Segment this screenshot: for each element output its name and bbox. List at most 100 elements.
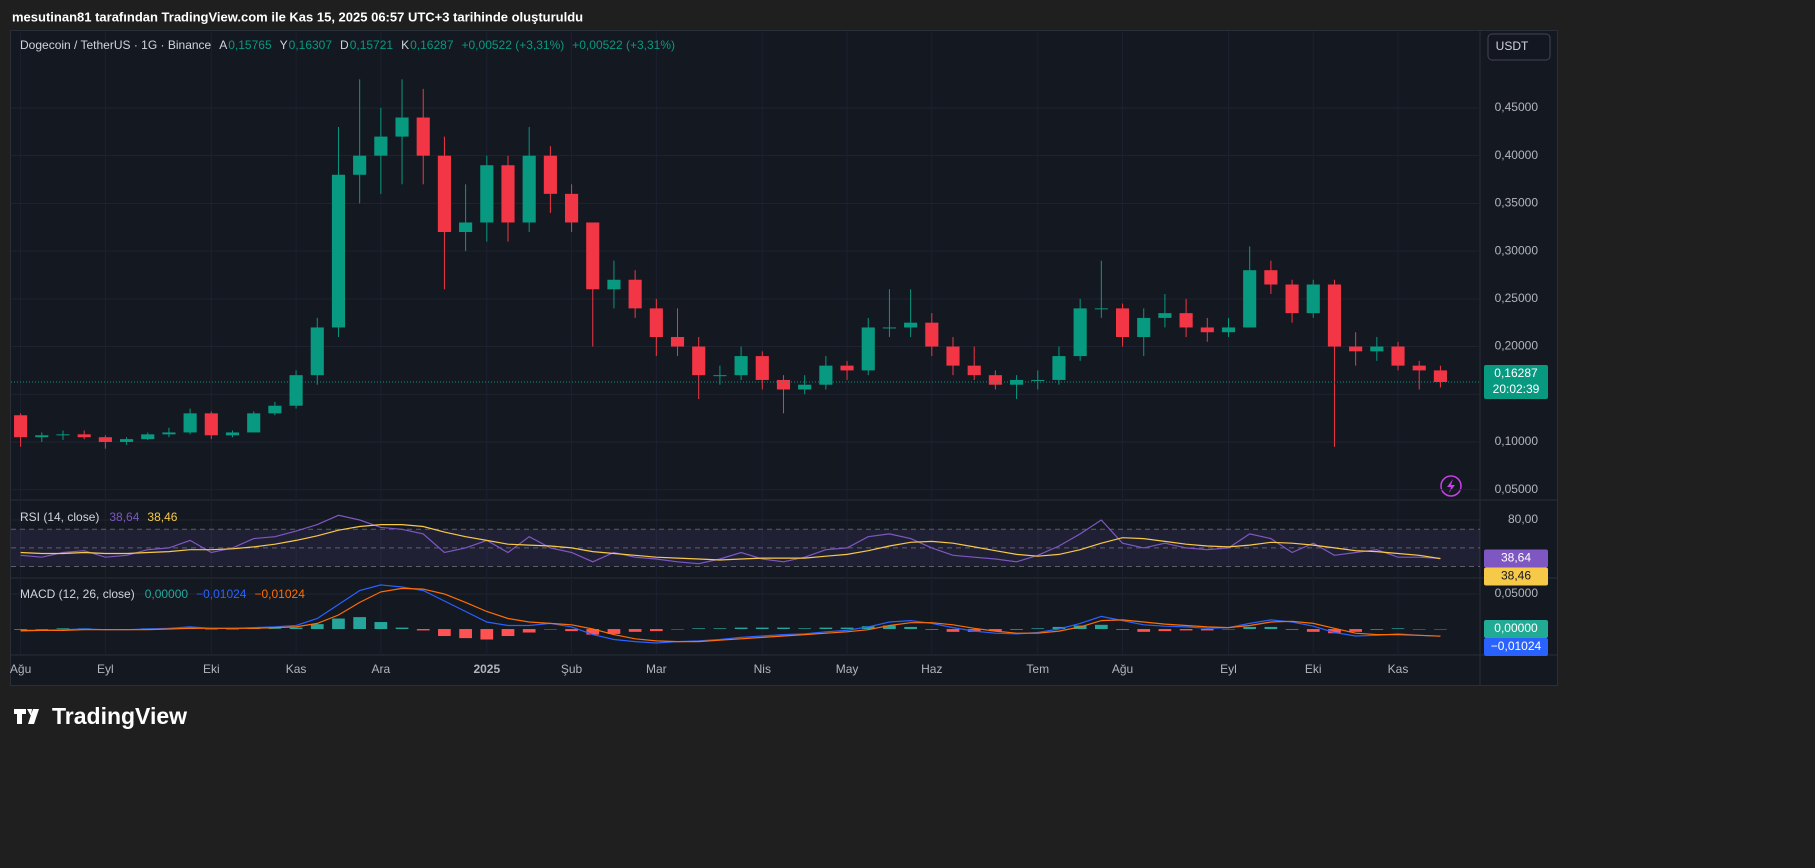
series-line [20, 514, 1441, 565]
candle-body [1200, 327, 1214, 333]
histogram-bar [544, 629, 557, 630]
candle-body [1264, 270, 1278, 285]
histogram-bar [480, 629, 494, 640]
ohlc-label: A [219, 38, 227, 52]
value-box [1484, 364, 1548, 399]
histogram-bar [56, 628, 70, 630]
candle-body [967, 365, 981, 376]
candle-body [353, 155, 367, 175]
candle-body [395, 117, 409, 137]
histogram-bar [1349, 629, 1362, 632]
candle-body [734, 356, 748, 376]
candle-body [564, 193, 579, 223]
histogram-bar [1010, 629, 1023, 630]
series-line [20, 524, 1441, 561]
histogram-bar [289, 627, 303, 630]
histogram-bar [1222, 629, 1235, 630]
y-tick-label: 0,05000 [1495, 482, 1539, 496]
candle-body [522, 155, 536, 223]
ohlc-value: 0,16307 [289, 38, 333, 52]
x-tick-label: Kas [1388, 662, 1409, 676]
caption: mesutinan81 tarafından TradingView.com i… [12, 9, 583, 24]
candle-body [204, 413, 218, 436]
histogram-bar [1370, 629, 1384, 630]
candle-body [692, 346, 706, 376]
histogram-bar [1116, 629, 1129, 630]
histogram-bar [1137, 629, 1151, 632]
candle-body [98, 437, 112, 442]
x-tick-label: Ağu [10, 662, 31, 676]
candle-body [501, 165, 515, 223]
candle-body [247, 413, 261, 433]
histogram-bar [204, 629, 218, 630]
histogram-bar [967, 629, 981, 632]
histogram-bar [522, 629, 536, 633]
candle-body [670, 337, 685, 347]
candle-body [459, 222, 473, 233]
candle-body [289, 375, 303, 406]
candle-body [374, 136, 388, 156]
histogram-bar [501, 629, 515, 637]
histogram-bar [332, 618, 345, 630]
value-box-label: 38,46 [1501, 569, 1531, 583]
histogram-bar [310, 624, 324, 630]
value-box [1484, 638, 1548, 657]
pane-value: 38,46 [147, 510, 177, 524]
candle-body [35, 435, 49, 438]
logo: TradingView [14, 703, 187, 729]
candle-body [543, 155, 557, 194]
candle-body [776, 379, 791, 390]
y-tick-label: 80,00 [1508, 512, 1538, 526]
x-tick-label: Haz [921, 662, 942, 676]
histogram-bar [755, 627, 769, 630]
currency[interactable]: USDT [1496, 39, 1529, 53]
change: +0,00522 (+3,31%) [462, 38, 565, 52]
y-tick-label: 0,10000 [1495, 434, 1539, 448]
histogram-bar [861, 626, 875, 630]
value-box-label: 38,64 [1501, 551, 1531, 565]
x-tick-label: Mar [646, 662, 667, 676]
y-tick-label: 0,05000 [1495, 586, 1539, 600]
candle-body [1433, 370, 1447, 382]
histogram-bar [1264, 626, 1278, 630]
candle-body [586, 222, 600, 290]
y-tick-label: 0,25000 [1495, 291, 1539, 305]
candle-body [1179, 313, 1193, 328]
histogram-bar [416, 629, 430, 631]
candle-body [607, 279, 621, 290]
value-box-label: 0,16287 [1494, 366, 1538, 380]
candle-body [1115, 308, 1130, 338]
x-tick-label: May [836, 662, 859, 676]
candle-body [1221, 327, 1236, 333]
candle-body [331, 174, 346, 328]
candle-body [1158, 313, 1172, 318]
currency-button[interactable] [1487, 33, 1551, 61]
histogram-bar [1328, 629, 1341, 634]
candle-body [628, 279, 642, 309]
pane-value: −0,01024 [254, 587, 305, 601]
histogram-bar [649, 629, 663, 632]
candle-body [819, 365, 833, 385]
histogram-bar [946, 629, 960, 632]
x-tick-label: Tem [1026, 662, 1049, 676]
candle-body [1285, 284, 1299, 314]
value-box [1484, 567, 1548, 586]
histogram-bar [798, 628, 812, 630]
candle-body [1349, 346, 1363, 352]
candle-body [1243, 270, 1257, 328]
pane-title: MACD (12, 26, close) [20, 587, 135, 601]
histogram-bar [1285, 629, 1299, 630]
y-tick-label: 0,20000 [1495, 339, 1539, 353]
value-box [1484, 620, 1548, 639]
candle-body [1073, 308, 1087, 357]
histogram-bar [607, 629, 621, 634]
logo-text: TradingView [52, 703, 187, 729]
candle-body [1052, 356, 1066, 380]
candle-body [268, 405, 282, 414]
candle-body [437, 155, 451, 233]
x-tick-label: Eki [203, 662, 220, 676]
ohlc-label: D [340, 38, 349, 52]
candle-body [1412, 365, 1426, 371]
candle-body [840, 365, 854, 371]
series-line [20, 587, 1441, 643]
